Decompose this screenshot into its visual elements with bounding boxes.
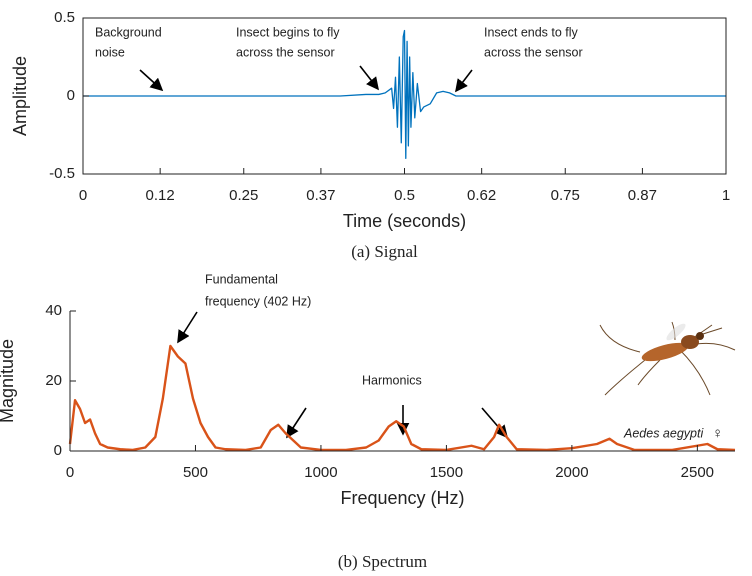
- annotation: Insect ends to fly: [484, 25, 579, 39]
- annotation: across the sensor: [236, 45, 335, 59]
- x-tick-label: 1000: [304, 464, 337, 481]
- annotation: Insect begins to fly: [236, 25, 340, 39]
- y-tick-label: 0.5: [54, 9, 75, 26]
- x-tick-label: 0.62: [467, 187, 496, 204]
- x-tick-label: 1: [722, 187, 730, 204]
- x-tick-label: 0.87: [628, 187, 657, 204]
- x-tick-label: 2000: [555, 464, 588, 481]
- x-tick-label: 0.25: [229, 187, 258, 204]
- arrows: [139, 65, 509, 439]
- x-tick-label: 0.5: [394, 187, 415, 204]
- mosquito-illustration: [599, 321, 736, 396]
- x-axis-label: Time (seconds): [343, 211, 466, 231]
- x-tick-label: 0: [66, 464, 74, 481]
- annotation: Fundamental: [205, 272, 278, 286]
- sex-symbol: ♀: [712, 425, 723, 442]
- caption: (b) Spectrum: [338, 552, 427, 571]
- x-tick-label: 2500: [681, 464, 714, 481]
- y-tick-label: -0.5: [49, 165, 75, 182]
- x-tick-label: 0.75: [551, 187, 580, 204]
- x-axis-label: Frequency (Hz): [340, 488, 464, 508]
- annotation: across the sensor: [484, 45, 583, 59]
- line-series: [83, 29, 726, 160]
- x-tick-label: 0: [79, 187, 87, 204]
- x-tick-label: 1500: [430, 464, 463, 481]
- x-tick-label: 0.12: [146, 187, 175, 204]
- annotation: Background: [95, 25, 162, 39]
- x-tick-label: 500: [183, 464, 208, 481]
- annotation: noise: [95, 45, 125, 59]
- y-tick-label: 0: [54, 442, 62, 459]
- y-axis-label: Amplitude: [10, 56, 30, 136]
- annotation: Harmonics: [362, 373, 422, 387]
- y-tick-label: 20: [45, 372, 62, 389]
- annotation: frequency (402 Hz): [205, 294, 311, 308]
- y-axis-label: Magnitude: [0, 339, 17, 423]
- y-tick-label: 0: [67, 87, 75, 104]
- y-tick-label: 40: [45, 302, 62, 319]
- caption: (a) Signal: [351, 242, 418, 261]
- x-tick-label: 0.37: [306, 187, 335, 204]
- species-label: Aedes aegypti: [623, 426, 704, 440]
- line-series: [68, 344, 736, 452]
